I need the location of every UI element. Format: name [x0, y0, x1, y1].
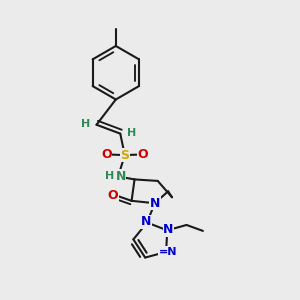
Text: =N: =N [159, 247, 177, 257]
Text: S: S [120, 148, 129, 162]
Text: N: N [150, 197, 160, 210]
Text: O: O [101, 148, 112, 161]
Text: O: O [108, 189, 118, 202]
Text: O: O [138, 148, 148, 161]
Text: N: N [116, 170, 126, 183]
Text: N: N [163, 223, 174, 236]
Text: N: N [141, 215, 151, 228]
Text: H: H [105, 172, 115, 182]
Text: H: H [127, 128, 136, 138]
Text: H: H [81, 119, 90, 129]
